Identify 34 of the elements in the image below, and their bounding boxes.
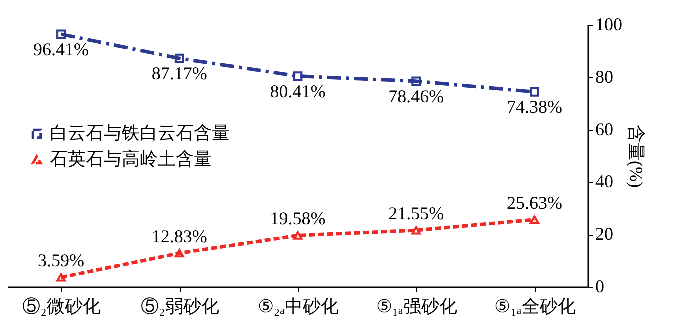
legend-label: 白云石与铁白云石含量 bbox=[50, 123, 230, 143]
data-label: 3.59% bbox=[38, 250, 85, 271]
x-tick-label: ⑤₂弱砂化 bbox=[140, 296, 220, 316]
data-label: 25.63% bbox=[506, 192, 562, 213]
point bbox=[293, 72, 303, 82]
data-label: 96.41% bbox=[34, 39, 90, 60]
y-tick-label: 100 bbox=[596, 14, 622, 34]
x-tick-label: ⑤₁ₐ全砂化 bbox=[494, 296, 576, 316]
y-tick-label: 40 bbox=[596, 172, 614, 192]
point bbox=[293, 231, 303, 240]
data-label: 21.55% bbox=[388, 204, 444, 224]
point bbox=[412, 76, 422, 86]
y-tick-label: 80 bbox=[596, 66, 614, 87]
y-tick-label: 20 bbox=[596, 224, 614, 244]
point bbox=[174, 54, 184, 64]
data-label: 80.41% bbox=[270, 81, 326, 102]
legend-label: 石英石与高岭土含量 bbox=[50, 149, 212, 169]
x-tick-label: ⑤₂微砂化 bbox=[22, 296, 101, 316]
y-tick-label: 0 bbox=[596, 276, 604, 296]
x-tick-label: ⑤₁ₐ强砂化 bbox=[376, 296, 458, 316]
x-tick-label: ⑤₂ₐ中砂化 bbox=[258, 296, 340, 316]
point bbox=[56, 30, 66, 40]
point bbox=[174, 249, 184, 258]
point bbox=[530, 216, 540, 224]
data-label: 19.58% bbox=[270, 208, 326, 229]
data-label: 12.83% bbox=[152, 226, 208, 246]
data-label: 78.46% bbox=[388, 86, 444, 106]
point bbox=[56, 273, 66, 282]
data-label: 87.17% bbox=[152, 64, 208, 84]
y-axis-title: 含量(%) bbox=[626, 125, 646, 188]
y-tick-label: 60 bbox=[596, 119, 614, 140]
point bbox=[412, 226, 422, 235]
data-label: 74.38% bbox=[506, 97, 562, 118]
point bbox=[530, 87, 540, 97]
